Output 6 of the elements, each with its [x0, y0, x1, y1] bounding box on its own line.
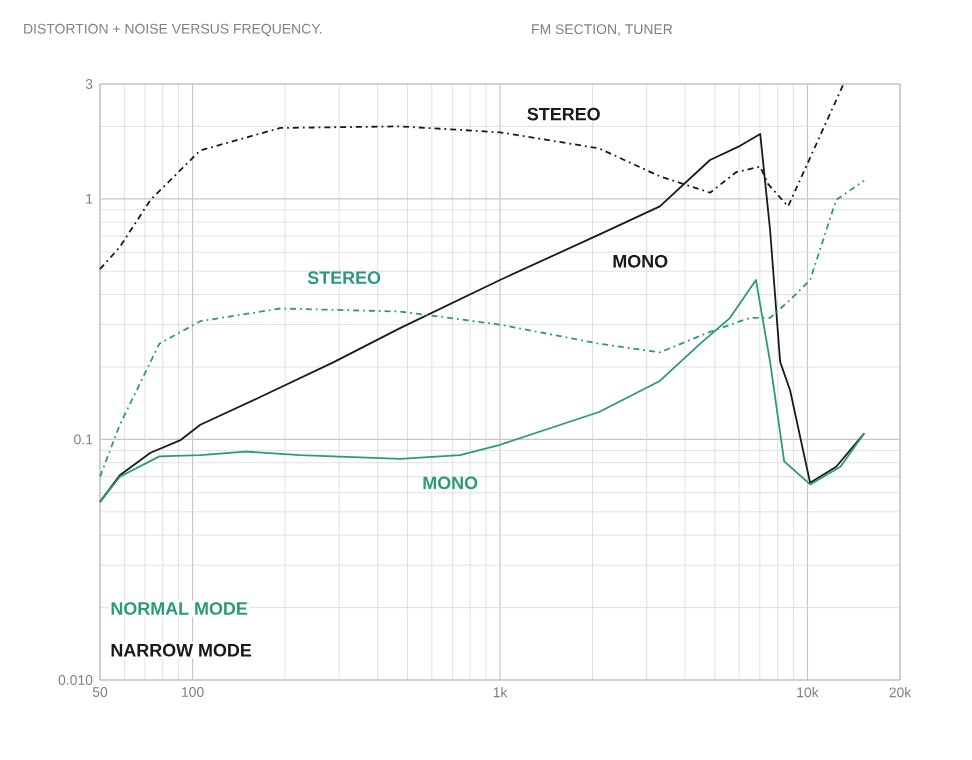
series-label: MONO [423, 476, 478, 490]
series-label: STEREO [527, 107, 600, 121]
series-label: MONO [613, 254, 668, 268]
series-label: STEREO [307, 271, 381, 285]
annotation: NARROW MODE [111, 643, 252, 657]
annotation: NORMAL MODE [111, 602, 248, 615]
